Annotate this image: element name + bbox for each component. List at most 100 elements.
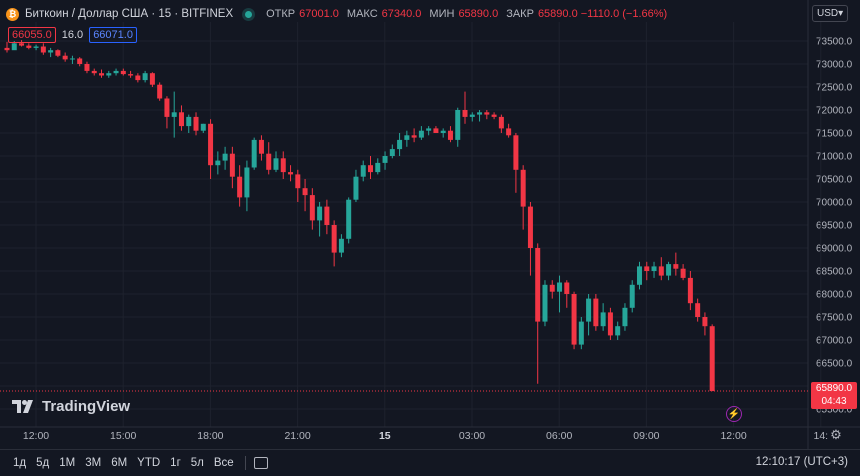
candle-body [702,317,708,327]
candle-body [99,73,105,76]
x-tick-label: 09:00 [633,430,659,442]
candle-body [651,266,657,271]
candle-body [40,46,46,53]
candle-body [346,199,352,239]
logo-text: TradingView [42,398,131,415]
chevron-down-icon: ▾ [838,8,844,19]
candle-body [251,139,257,168]
candle-body [462,110,468,117]
timeframe-ytd[interactable]: YTD [137,457,161,469]
candle-body [91,70,97,74]
y-tick-label: 66500.0 [816,359,853,370]
clock-timezone[interactable]: 12:10:17 (UTC+3) [755,456,848,468]
y-tick-label: 68500.0 [816,267,853,278]
x-tick-label: 06:00 [546,430,572,442]
y-tick-label: 71000.0 [816,152,853,163]
candle-body [520,169,526,207]
timeframe-5y[interactable]: 5л [190,457,204,469]
tradingview-logo-icon [12,400,33,413]
close-label: ЗАКР [506,8,534,20]
candle-body [84,64,90,71]
candle-body [527,206,533,248]
candle-body [33,46,39,48]
symbol-title[interactable]: Биткоин / Доллар США · 15 · BITFINEX [25,8,234,20]
candle-body [600,312,606,327]
toolbar-divider [244,456,246,470]
candle-body [266,153,272,170]
timeframe-6m[interactable]: 6М [111,457,128,469]
candle-body [237,176,243,198]
candle-body [273,158,279,170]
candle-body [4,47,10,51]
candle-body [120,70,126,75]
y-tick-label: 65500.0 [816,405,853,416]
x-tick-label: 15:00 [110,430,136,442]
candle-body [680,268,686,278]
candle-body [469,114,475,117]
candle-body [644,266,650,271]
candle-body [171,112,177,117]
candle-body [280,158,286,173]
candle-body [11,43,17,51]
timeframe-1y[interactable]: 1г [170,457,181,469]
timeframe-5d[interactable]: 5д [36,457,50,469]
candle-body [324,206,330,225]
spread-value: 16.0 [61,29,84,41]
y-tick-label: 71500.0 [816,129,853,140]
y-tick-label: 69000.0 [816,244,853,255]
currency-select[interactable]: USD ▾ [812,5,848,22]
candle-body [193,116,199,131]
candle-body [709,326,715,392]
y-tick-label: 70000.0 [816,198,853,209]
candle-body [389,149,395,156]
y-tick-label: 73000.0 [816,60,853,71]
x-tick-label: 18:00 [197,430,223,442]
x-tick-label: 03:00 [459,430,485,442]
low-value: 65890.0 [458,8,499,20]
candle-body [149,73,155,85]
candle-body [447,130,453,140]
candle-body [157,84,163,99]
gear-icon[interactable]: ⚙ [830,427,842,442]
timeframe-all[interactable]: Все [213,457,234,469]
x-tick-label: 21:00 [284,430,310,442]
candle-body [338,238,344,253]
timeframe-3m[interactable]: 3М [85,457,102,469]
candle-body [229,153,235,177]
timeframe-1m[interactable]: 1М [59,457,76,469]
timeframe-1d[interactable]: 1д [13,457,27,469]
candle-body [578,321,584,345]
candle-body [353,176,359,200]
y-tick-label: 72000.0 [816,106,853,117]
candle-body [135,75,141,81]
candle-body [622,307,628,327]
y-tick-label: 67500.0 [816,313,853,324]
calendar-icon[interactable] [253,457,268,469]
candle-body [113,70,119,74]
bitcoin-icon: ₿ [6,7,19,21]
symbol-header[interactable]: ₿ Биткоин / Доллар США · 15 · BITFINEX О… [6,6,671,22]
price-chart[interactable]: 73500.0 73000.0 72500.0 72000.0 71500.0 71000… [0,0,860,449]
candle-body [186,116,192,127]
market-status-icon[interactable] [245,10,253,18]
candle-body [687,277,693,304]
candle-body [404,135,410,140]
candle-body [331,225,337,253]
candle-body [455,110,461,140]
bid-ask: 66055.0 16.0 66071.0 [8,27,137,43]
candle-body [498,116,504,129]
candle-body [244,167,250,198]
bid-price[interactable]: 66055.0 [8,27,56,43]
candle-body [607,312,613,336]
candle-body [222,153,228,161]
ohlc-values: ОТКР 67001.0 МАКС 67340.0 МИН 65890.0 ЗАКР 6… [266,8,671,20]
candle-body [397,139,403,150]
candle-body [513,135,519,170]
ask-price[interactable]: 66071.0 [89,27,137,43]
candle-body [288,172,294,175]
lightning-icon[interactable]: ⚡ [726,406,742,422]
candle-body [557,282,563,292]
candle-body [673,264,679,269]
tradingview-logo[interactable]: TradingView [12,398,130,415]
candle-body [484,112,490,115]
